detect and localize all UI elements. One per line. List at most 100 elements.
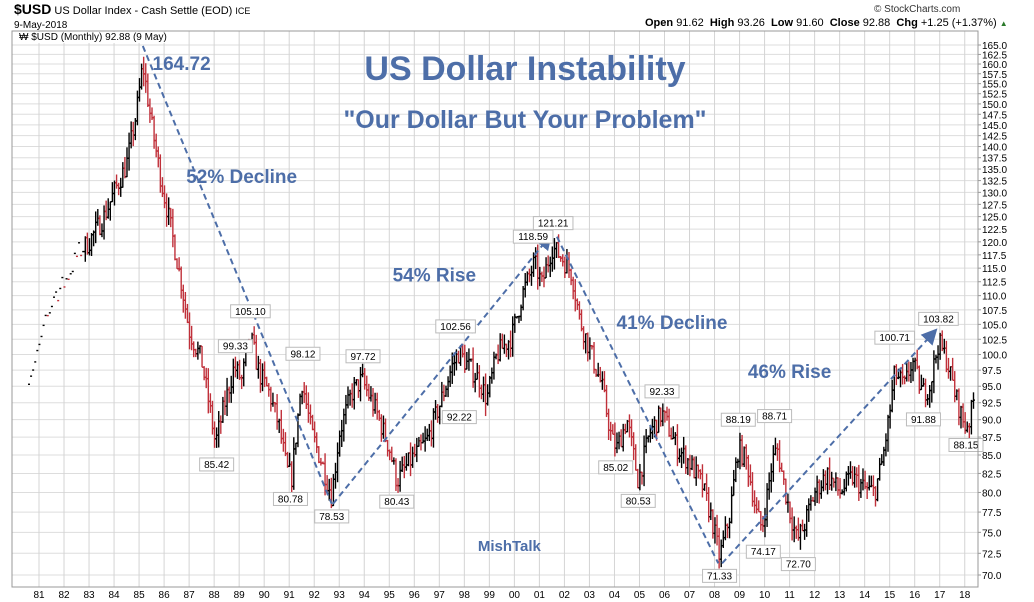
- peak-label-text: 100.71: [879, 333, 910, 344]
- peak-label-box: [720, 412, 756, 427]
- peak-label: 92.33: [644, 384, 680, 399]
- ohlc-bar: [271, 392, 275, 407]
- y-tick-label: 97.5: [982, 366, 1002, 377]
- ohlc-bar: [971, 392, 975, 409]
- peak-label: 74.17: [745, 544, 781, 559]
- ohlc-bar: [429, 420, 433, 447]
- peak-label-box: [598, 460, 634, 475]
- y-tick-label: 105.0: [982, 320, 1007, 331]
- ohlc-bar: [721, 530, 725, 548]
- low-label: Low: [771, 17, 794, 29]
- ohlc-bar: [561, 254, 565, 267]
- ohlc-bar: [773, 437, 777, 456]
- peak-label-text: 71.33: [707, 571, 732, 582]
- ohlc-bar: [156, 146, 160, 168]
- ohlc-bar: [188, 312, 192, 350]
- y-tick-label: 110.0: [982, 292, 1007, 303]
- ohlc-bar: [386, 439, 390, 457]
- peak-label-text: 78.53: [319, 512, 344, 523]
- ohlc-bar: [181, 284, 185, 313]
- ohlc-bar: [423, 426, 427, 452]
- ohlc-bar: [778, 440, 782, 473]
- ohlc-bar: [131, 121, 135, 147]
- ohlc-bar: [146, 73, 150, 108]
- peak-label-box: [874, 330, 915, 345]
- annotation-text: 52% Decline: [186, 167, 297, 188]
- ohlc-bar: [281, 428, 285, 452]
- ohlc-bar: [529, 265, 533, 286]
- x-tick-label: 84: [108, 590, 120, 601]
- ohlc-bar: [523, 273, 527, 298]
- y-tick-label: 77.5: [982, 508, 1002, 519]
- ohlc-bar: [479, 384, 483, 400]
- peak-label: 97.72: [345, 349, 381, 364]
- ohlc-bar: [611, 424, 615, 435]
- annotation-text: 41% Decline: [617, 313, 728, 334]
- ohlc-bar: [928, 385, 932, 408]
- chart-title: US Dollar Instability: [364, 50, 685, 88]
- ohlc-bar: [417, 436, 421, 447]
- peak-label: 118.59: [512, 229, 554, 244]
- ohlc-bar: [801, 519, 805, 532]
- ohlc-bar: [256, 355, 260, 379]
- ohlc-bar: [275, 394, 279, 430]
- y-tick-label: 82.5: [982, 469, 1002, 480]
- ohlc-bar: [938, 332, 942, 360]
- ohlc-bar: [776, 443, 780, 461]
- peak-label-text: 88.19: [726, 415, 751, 426]
- ohlc-bar: [425, 428, 429, 441]
- ohlc-bar: [294, 442, 298, 455]
- ohlc-bar: [544, 257, 548, 279]
- ohlc-bar: [730, 486, 734, 524]
- x-tick-label: 06: [659, 590, 671, 601]
- ohlc-bar: [817, 479, 821, 504]
- ohlc-bar: [642, 435, 646, 487]
- ohlc-bar: [359, 366, 363, 402]
- ohlc-bar: [661, 403, 665, 427]
- y-tick-label: 70.0: [982, 571, 1002, 582]
- ohlc-bar: [644, 429, 648, 454]
- ohlc-bar: [969, 399, 973, 435]
- ohlc-bar: [669, 427, 673, 440]
- ohlc-bar: [880, 454, 884, 466]
- ohlc-bar: [876, 477, 880, 502]
- ohlc-bar: [617, 431, 621, 450]
- ohlc-bar: [154, 133, 158, 158]
- peak-label-text: 99.33: [223, 342, 248, 353]
- ohlc-bar: [590, 344, 594, 350]
- ohlc-bar: [692, 456, 696, 479]
- y-tick-label: 125.0: [982, 213, 1007, 224]
- ohlc-bar: [932, 350, 936, 394]
- ohlc-bar: [492, 351, 496, 380]
- y-tick-label: 127.5: [982, 200, 1007, 211]
- peak-label: 102.56: [435, 319, 476, 334]
- y-tick-label: 147.5: [982, 110, 1007, 121]
- chg-label: Chg: [896, 17, 918, 29]
- ohlc-bar: [867, 475, 871, 491]
- ohlc-bar: [709, 502, 713, 521]
- peak-label: 85.42: [199, 457, 235, 472]
- ohlc-bar: [185, 303, 189, 324]
- ohlc-bar: [569, 268, 573, 286]
- peak-label-box: [948, 437, 984, 452]
- ohlc-bar: [680, 447, 684, 469]
- close-label: Close: [829, 17, 860, 29]
- ohlc-bar: [715, 514, 719, 546]
- ohlc-bar: [627, 414, 631, 438]
- ohlc-bar: [657, 405, 661, 434]
- ohlc-bar: [942, 338, 946, 354]
- ohlc-bar: [319, 457, 323, 466]
- ohlc-bar: [538, 266, 542, 287]
- up-arrow-icon: ▲: [999, 19, 1008, 28]
- ohlc-bar: [379, 414, 383, 442]
- peak-label-box: [199, 457, 235, 472]
- ohlc-bar: [907, 361, 911, 382]
- x-tick-label: 09: [734, 590, 746, 601]
- trend-line: [556, 236, 720, 564]
- ohlc-bar: [623, 423, 627, 435]
- peak-label-text: 92.33: [649, 387, 674, 398]
- peak-label-text: 72.70: [786, 560, 811, 571]
- ohlc-bar: [121, 162, 125, 188]
- ohlc-bar: [381, 415, 385, 439]
- peak-label-text: 92.22: [447, 413, 472, 424]
